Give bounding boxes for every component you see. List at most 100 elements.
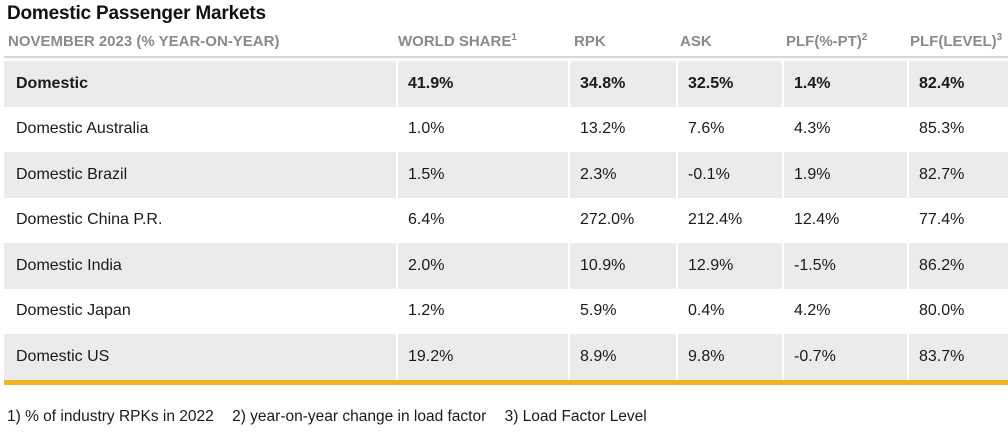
cell-ask: 32.5%: [688, 74, 734, 92]
column-separator: [568, 288, 570, 334]
cell-region: Domestic: [16, 74, 89, 92]
column-separator: [568, 106, 570, 152]
cell-world-share: 19.2%: [408, 347, 454, 365]
column-header-plf-pt: PLF(%-PT)2: [786, 31, 867, 53]
column-separator: [568, 61, 570, 107]
cell-plf-pt: -1.5%: [794, 256, 836, 274]
table-bottom-rule: [4, 380, 1008, 385]
column-separator: [676, 243, 678, 289]
column-separator: [396, 243, 398, 289]
column-header-world-share: WORLD SHARE1: [398, 31, 517, 53]
column-separator: [396, 152, 398, 198]
cell-plf-level: 82.7%: [919, 165, 965, 183]
cell-plf-level: 86.2%: [919, 256, 965, 274]
cell-rpk: 10.9%: [580, 256, 626, 274]
cell-plf-level: 82.4%: [919, 74, 965, 92]
table-row: Domestic Brazil 1.5% 2.3% -0.1% 1.9% 82.7%: [4, 152, 1008, 198]
column-separator: [782, 243, 784, 289]
table-row: Domestic India 2.0% 10.9% 12.9% -1.5% 86.2%: [4, 243, 1008, 289]
cell-region: Domestic Australia: [16, 120, 149, 138]
column-header-label: ASK: [680, 33, 712, 50]
table-title: Domestic Passenger Markets: [7, 3, 266, 24]
column-separator: [396, 197, 398, 243]
cell-ask: 9.8%: [688, 347, 725, 365]
column-separator: [782, 334, 784, 380]
cell-rpk: 34.8%: [580, 74, 626, 92]
cell-plf-level: 83.7%: [919, 347, 965, 365]
column-separator: [907, 61, 909, 107]
cell-plf-pt: 12.4%: [794, 211, 840, 229]
cell-world-share: 2.0%: [408, 256, 445, 274]
table-row: Domestic Australia 1.0% 13.2% 7.6% 4.3% 85.3%: [4, 106, 1008, 152]
table-row: Domestic US 19.2% 8.9% 9.8% -0.7% 83.7%: [4, 334, 1008, 380]
column-separator: [568, 243, 570, 289]
cell-rpk: 2.3%: [580, 165, 617, 183]
cell-ask: 212.4%: [688, 211, 743, 229]
column-header-period: NOVEMBER 2023 (% YEAR-ON-YEAR): [8, 31, 279, 53]
column-header-label: NOVEMBER 2023 (% YEAR-ON-YEAR): [8, 33, 280, 50]
cell-ask: -0.1%: [688, 165, 730, 183]
column-separator: [396, 334, 398, 380]
table-row: Domestic Japan 1.2% 5.9% 0.4% 4.2% 80.0%: [4, 288, 1008, 334]
cell-region: Domestic China P.R.: [16, 211, 163, 229]
header-divider: [4, 56, 1008, 58]
cell-plf-pt: 1.9%: [794, 165, 831, 183]
column-separator: [676, 61, 678, 107]
footnote-marker: 1: [511, 32, 517, 43]
cell-world-share: 6.4%: [408, 211, 445, 229]
table-row: Domestic 41.9% 34.8% 32.5% 1.4% 82.4%: [4, 61, 1008, 107]
cell-world-share: 41.9%: [408, 74, 454, 92]
column-separator: [907, 197, 909, 243]
cell-plf-pt: 1.4%: [794, 74, 831, 92]
cell-region: Domestic US: [16, 347, 110, 365]
column-header-label: PLF(%-PT): [786, 33, 862, 50]
table-row: Domestic China P.R. 6.4% 272.0% 212.4% 12.4%…: [4, 197, 1008, 243]
footnote-marker: 2: [861, 32, 868, 43]
footnote-marker: 3: [996, 32, 1003, 43]
footnotes: 1) % of industry RPKs in 2022 2) year-on…: [7, 408, 661, 426]
cell-plf-level: 80.0%: [919, 302, 965, 320]
column-separator: [782, 61, 784, 107]
column-separator: [568, 197, 570, 243]
cell-rpk: 5.9%: [580, 302, 617, 320]
cell-world-share: 1.0%: [408, 120, 445, 138]
column-separator: [568, 334, 570, 380]
cell-plf-pt: 4.3%: [794, 120, 831, 138]
cell-region: Domestic Brazil: [16, 165, 128, 183]
column-separator: [782, 288, 784, 334]
column-separator: [676, 288, 678, 334]
column-separator: [396, 61, 398, 107]
column-separator: [907, 243, 909, 289]
cell-ask: 0.4%: [688, 302, 725, 320]
cell-region: Domestic India: [16, 256, 122, 274]
cell-ask: 12.9%: [688, 256, 734, 274]
cell-plf-pt: 4.2%: [794, 302, 831, 320]
column-separator: [396, 288, 398, 334]
column-header-label: WORLD SHARE: [398, 33, 512, 50]
column-separator: [782, 197, 784, 243]
cell-world-share: 1.5%: [408, 165, 445, 183]
cell-world-share: 1.2%: [408, 302, 445, 320]
column-header-ask: ASK: [680, 31, 712, 53]
cell-plf-level: 77.4%: [919, 211, 965, 229]
column-separator: [676, 152, 678, 198]
footnote-1: 1) % of industry RPKs in 2022: [7, 408, 214, 425]
column-separator: [396, 106, 398, 152]
cell-rpk: 8.9%: [580, 347, 617, 365]
column-separator: [907, 152, 909, 198]
column-separator: [676, 334, 678, 380]
column-separator: [676, 106, 678, 152]
column-separator: [676, 197, 678, 243]
data-table: Domestic 41.9% 34.8% 32.5% 1.4% 82.4% Domestic…: [4, 61, 1008, 380]
cell-region: Domestic Japan: [16, 302, 131, 320]
column-header-label: RPK: [574, 33, 606, 50]
column-header-label: PLF(LEVEL): [910, 33, 997, 50]
cell-rpk: 13.2%: [580, 120, 626, 138]
footnote-3: 3) Load Factor Level: [504, 408, 647, 425]
column-separator: [907, 288, 909, 334]
column-separator: [907, 106, 909, 152]
cell-plf-pt: -0.7%: [794, 347, 836, 365]
column-separator: [782, 106, 784, 152]
footnote-2: 2) year-on-year change in load factor: [232, 408, 487, 425]
cell-plf-level: 85.3%: [919, 120, 965, 138]
